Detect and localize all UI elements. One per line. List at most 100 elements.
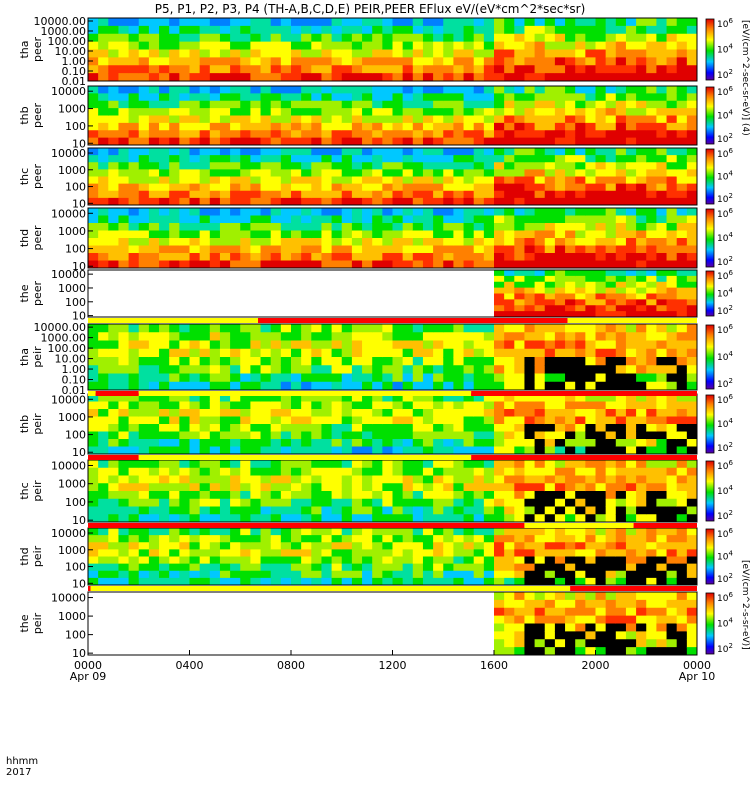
spectrogram-cell [433, 65, 444, 74]
spectrogram-cell [433, 424, 444, 432]
spectrogram-cell [362, 108, 373, 116]
spectrogram-cell [402, 86, 414, 94]
spectrogram-cell [625, 498, 637, 507]
spectrogram-cell [392, 169, 404, 177]
spectrogram-cell [636, 340, 647, 350]
spectrogram-cell [382, 373, 393, 383]
spectrogram-cell [169, 215, 180, 224]
spectrogram-cell [534, 293, 546, 300]
spectrogram-cell [676, 65, 688, 74]
spectrogram-cell [494, 169, 505, 177]
spectrogram-cell [554, 592, 566, 601]
spectrogram-cell [392, 416, 404, 425]
spectrogram-cell [514, 365, 525, 374]
spectrogram-cell [524, 556, 536, 565]
spectrogram-cell [392, 215, 404, 224]
spectrogram-cell [433, 506, 444, 515]
spectrogram-cell [108, 230, 119, 239]
spectrogram-cell [575, 287, 586, 294]
spectrogram-cell [169, 446, 180, 455]
spectrogram-cell [554, 401, 566, 410]
spectrogram-cell [534, 348, 546, 358]
spectrogram-cell [605, 424, 617, 432]
spectrogram-cell [270, 577, 282, 586]
spectrogram-cell [544, 41, 556, 50]
spectrogram-cell [219, 245, 231, 254]
spectrogram-cell [554, 148, 566, 156]
spectrogram-cell [118, 253, 130, 261]
spectrogram-cell [270, 357, 282, 366]
spectrogram-cell [585, 542, 596, 550]
y-tick-label: 100 [65, 429, 86, 442]
spectrogram-cell [504, 483, 515, 492]
spectrogram-cell [362, 57, 373, 66]
spectrogram-cell [514, 100, 525, 109]
spectrogram-cell [301, 208, 312, 216]
spectrogram-cell [199, 431, 211, 440]
spectrogram-cell [219, 431, 231, 440]
spectrogram-cell [534, 176, 546, 185]
spectrogram-cell [646, 245, 657, 254]
spectrogram-cell [230, 365, 241, 374]
spectrogram-cell [108, 115, 119, 124]
spectrogram-cell [412, 176, 424, 185]
spectrogram-cell [209, 33, 221, 43]
spectrogram-cell [534, 439, 546, 447]
spectrogram-cell [291, 431, 302, 440]
spectrogram-cell [402, 446, 414, 455]
spectrogram-cell [514, 49, 525, 58]
spectrogram-cell [199, 570, 211, 579]
spectrogram-cell [443, 130, 454, 139]
spectrogram-cell [230, 514, 241, 523]
spectrogram-cell [473, 446, 485, 455]
spectrogram-cell [514, 253, 525, 261]
panel-species-label: peer [31, 164, 44, 190]
spectrogram-cell [321, 424, 333, 432]
spectrogram-cell [362, 253, 373, 261]
spectrogram-cell [554, 607, 566, 617]
spectrogram-cell [412, 460, 424, 469]
spectrogram-cell [595, 467, 607, 476]
spectrogram-cell [209, 416, 221, 425]
spectrogram-cell [280, 155, 292, 163]
spectrogram-cell [382, 253, 393, 261]
spectrogram-cell [382, 33, 393, 43]
spectrogram-cell [646, 305, 657, 312]
spectrogram-cell [544, 401, 556, 410]
colorbar-tick-label: 104 [717, 484, 733, 497]
spectrogram-cell [656, 208, 668, 216]
spectrogram-cell [646, 162, 657, 170]
spectrogram-cell [504, 373, 515, 383]
spectrogram-cell [240, 223, 251, 231]
spectrogram-cell [686, 223, 698, 231]
spectrogram-cell [128, 431, 140, 440]
spectrogram-cell [351, 18, 363, 27]
spectrogram-cell [646, 176, 657, 185]
spectrogram-cell [585, 169, 596, 177]
spectrogram-cell [392, 57, 404, 66]
spectrogram-cell [209, 197, 221, 206]
spectrogram-cell [686, 439, 698, 447]
spectrogram-cell [209, 340, 221, 350]
spectrogram-cell [118, 394, 130, 402]
spectrogram-cell [230, 197, 241, 206]
spectrogram-cell [443, 549, 454, 557]
spectrogram-cell [148, 498, 160, 507]
spectrogram-cell [209, 183, 221, 192]
spectrogram-cell [504, 65, 515, 74]
spectrogram-cell [270, 506, 282, 515]
spectrogram-cell [108, 162, 119, 170]
spectrogram-cell [646, 155, 657, 163]
spectrogram-cell [483, 570, 495, 579]
spectrogram-cell [453, 108, 465, 116]
spectrogram-cell [240, 549, 251, 557]
spectrogram-cell [260, 340, 272, 350]
spectrogram-cell [453, 340, 465, 350]
spectrogram-cell [646, 506, 657, 515]
spectrogram-cell [311, 162, 322, 170]
spectrogram-cell [554, 215, 566, 224]
spectrogram-cell [463, 446, 475, 455]
spectrogram-cell [372, 260, 383, 269]
spectrogram-cell [625, 137, 637, 146]
spectrogram-cell [311, 108, 322, 116]
